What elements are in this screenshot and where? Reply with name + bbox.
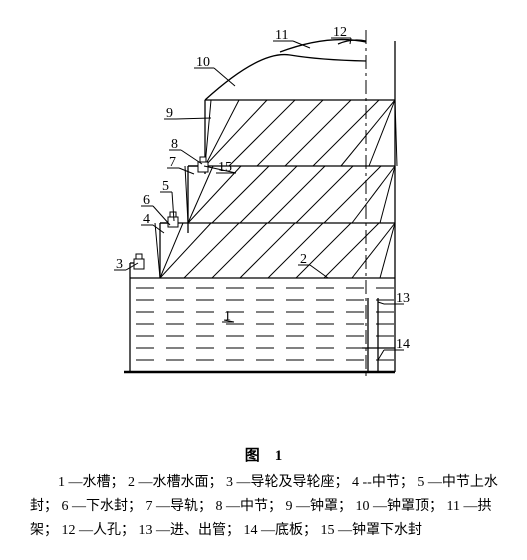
engineering-figure: 123456789101112131415 (0, 0, 527, 440)
caption-label: 图 (245, 448, 260, 464)
figure-legend: 1 —水槽； 2 —水槽水面； 3 —导轮及导轮座； 4 --中节； 5 —中节… (0, 465, 527, 542)
caption-number: 1 (275, 448, 283, 464)
figure-svg: 123456789101112131415 (0, 0, 527, 440)
figure-caption: 图 1 (0, 444, 527, 465)
